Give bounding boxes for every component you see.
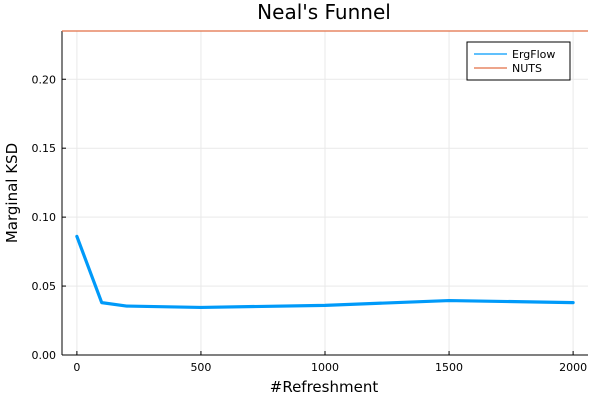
legend-label-nuts: NUTS — [512, 62, 542, 75]
legend-box — [466, 41, 571, 81]
x-tick-label: 1000 — [311, 361, 339, 374]
y-tick-label: 0.15 — [32, 142, 57, 155]
x-tick-label: 500 — [190, 361, 211, 374]
x-tick-label: 1500 — [435, 361, 463, 374]
x-ticks: 0 500 1000 1500 2000 — [73, 351, 587, 374]
x-axis-title: #Refreshment — [270, 378, 379, 396]
y-tick-label: 0.10 — [32, 211, 57, 224]
y-axis-title: Marginal KSD — [3, 143, 21, 243]
legend: ErgFlow NUTS — [466, 41, 571, 81]
x-tick-label: 2000 — [559, 361, 587, 374]
y-tick-label: 0.05 — [32, 280, 57, 293]
y-tick-label: 0.00 — [32, 349, 57, 362]
legend-label-ergflow: ErgFlow — [512, 48, 555, 61]
y-tick-label: 0.20 — [32, 73, 57, 86]
series-layer — [62, 30, 588, 310]
x-tick-label: 0 — [73, 361, 80, 374]
chart-title: Neal's Funnel — [257, 0, 391, 24]
series-line-ergflow — [75, 234, 575, 310]
y-ticks: 0.00 0.05 0.10 0.15 0.20 — [32, 73, 66, 362]
